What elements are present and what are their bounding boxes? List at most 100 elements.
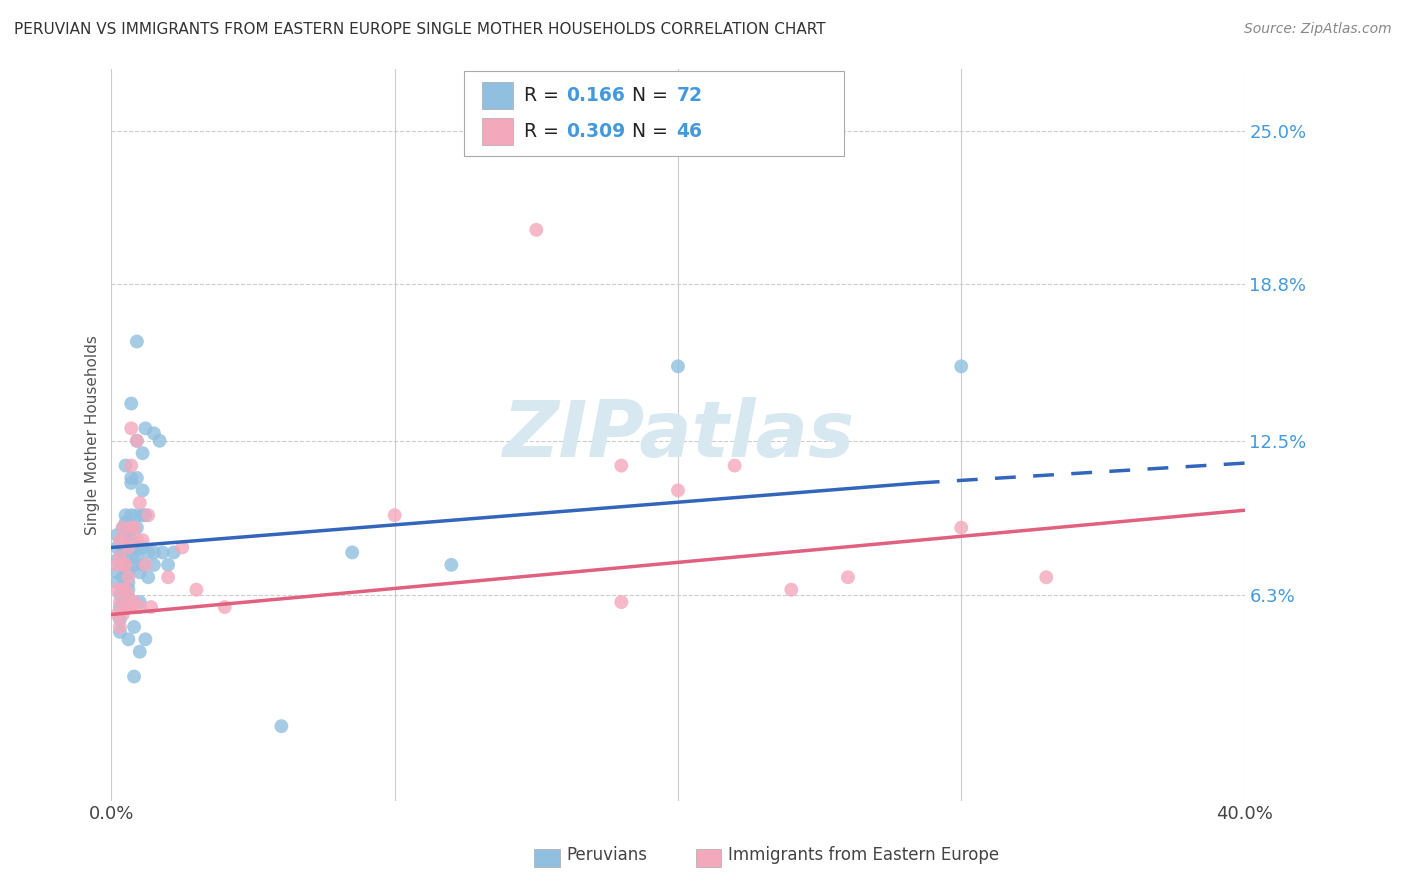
Point	[105, 566, 128, 580]
Text: R =: R =	[524, 121, 565, 141]
Text: N =: N =	[620, 86, 673, 105]
Point	[136, 570, 159, 584]
Point	[108, 600, 131, 615]
Point	[950, 359, 973, 374]
Point	[157, 558, 180, 572]
Point	[128, 595, 150, 609]
Point	[120, 533, 142, 547]
Point	[114, 550, 136, 565]
Point	[780, 582, 803, 597]
Point	[108, 550, 131, 565]
Point	[125, 434, 148, 448]
Point	[134, 421, 156, 435]
Point	[120, 521, 142, 535]
Point	[125, 521, 148, 535]
Point	[114, 541, 136, 555]
Point	[120, 421, 142, 435]
Text: N =: N =	[620, 121, 673, 141]
Point	[128, 645, 150, 659]
Point	[111, 558, 134, 572]
Point	[117, 575, 139, 590]
Point	[142, 545, 165, 559]
Point	[117, 632, 139, 647]
Point	[131, 446, 153, 460]
Point	[114, 582, 136, 597]
Point	[111, 558, 134, 572]
Point	[122, 669, 145, 683]
Point	[105, 582, 128, 597]
Point	[117, 590, 139, 604]
Point	[122, 545, 145, 559]
Point	[117, 541, 139, 555]
Point	[139, 600, 162, 615]
Point	[128, 496, 150, 510]
Point	[120, 521, 142, 535]
Point	[125, 334, 148, 349]
Point	[114, 508, 136, 523]
Point	[117, 570, 139, 584]
Point	[131, 541, 153, 555]
Point	[125, 471, 148, 485]
Point	[111, 582, 134, 597]
Point	[837, 570, 859, 584]
Point	[136, 508, 159, 523]
Point	[186, 582, 208, 597]
Text: 72: 72	[676, 86, 702, 105]
Point	[120, 508, 142, 523]
Point	[340, 545, 363, 559]
Point	[125, 550, 148, 565]
Point	[120, 475, 142, 490]
Point	[108, 612, 131, 626]
Point	[114, 525, 136, 540]
Point	[163, 545, 186, 559]
Point	[105, 575, 128, 590]
Point	[157, 570, 180, 584]
Point	[111, 545, 134, 559]
Point	[111, 607, 134, 622]
Point	[152, 545, 174, 559]
Point	[111, 521, 134, 535]
Point	[142, 558, 165, 572]
Point	[610, 458, 633, 473]
Point	[120, 458, 142, 473]
Text: Source: ZipAtlas.com: Source: ZipAtlas.com	[1244, 22, 1392, 37]
Point	[111, 582, 134, 597]
Point	[111, 521, 134, 535]
Point	[108, 588, 131, 602]
Point	[148, 434, 170, 448]
Point	[723, 458, 745, 473]
Point	[105, 528, 128, 542]
Point	[134, 632, 156, 647]
Point	[950, 521, 973, 535]
Point	[105, 607, 128, 622]
Point	[128, 566, 150, 580]
Point	[172, 541, 194, 555]
Point	[666, 359, 689, 374]
Point	[125, 541, 148, 555]
Point	[108, 595, 131, 609]
Point	[131, 508, 153, 523]
Point	[120, 600, 142, 615]
Point	[111, 533, 134, 547]
Point	[111, 570, 134, 584]
Point	[270, 719, 292, 733]
Text: Immigrants from Eastern Europe: Immigrants from Eastern Europe	[728, 847, 1000, 864]
Point	[125, 533, 148, 547]
Point	[105, 553, 128, 567]
Point	[125, 508, 148, 523]
Point	[142, 426, 165, 441]
Point	[524, 223, 547, 237]
Point	[1035, 570, 1057, 584]
Point	[666, 483, 689, 498]
Point	[114, 516, 136, 530]
Point	[214, 600, 236, 615]
Point	[117, 566, 139, 580]
Point	[108, 624, 131, 639]
Point	[131, 483, 153, 498]
Point	[122, 521, 145, 535]
Text: 46: 46	[676, 121, 702, 141]
Point	[114, 458, 136, 473]
Point	[114, 558, 136, 572]
Point	[108, 533, 131, 547]
Point	[120, 471, 142, 485]
